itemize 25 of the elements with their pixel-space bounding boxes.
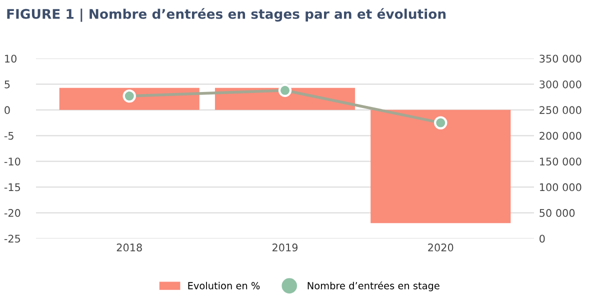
legend-label: Evolution en % [188,282,260,290]
y2-tick-label: 100 000 [540,183,582,192]
point [434,116,448,130]
y-tick-label: 10 [5,54,16,63]
y-tick-label: 0 [4,106,10,114]
x-tick-label: 2018 [116,244,142,252]
y2-tick-label: 150 000 [540,158,582,166]
y-tick-label: -20 [4,209,20,217]
point [278,84,292,97]
y-tick-label: 5 [4,80,10,88]
x-tick-label: 2019 [272,244,298,252]
y-tick-label: -5 [4,132,14,140]
y2-tick-label: 0 [540,234,545,243]
y2-tick-label: 350 000 [540,54,582,63]
y2-tick-label: 200 000 [540,132,582,140]
chart-title: FIGURE 1 | Nombre d’entrées en stages par an et évolution [7,8,446,22]
point [122,89,136,103]
y-tick-label: -25 [4,234,20,243]
y-tick-label: -10 [4,158,20,166]
y2-tick-label: 250 000 [540,106,582,114]
x-tick-label: 2020 [428,244,454,252]
y2-tick-label: 300 000 [540,80,582,88]
y-tick-label: -15 [4,183,20,192]
legend-label: Nombre d’entrées en stage [308,281,440,292]
y2-tick-label: 50 000 [540,209,575,217]
